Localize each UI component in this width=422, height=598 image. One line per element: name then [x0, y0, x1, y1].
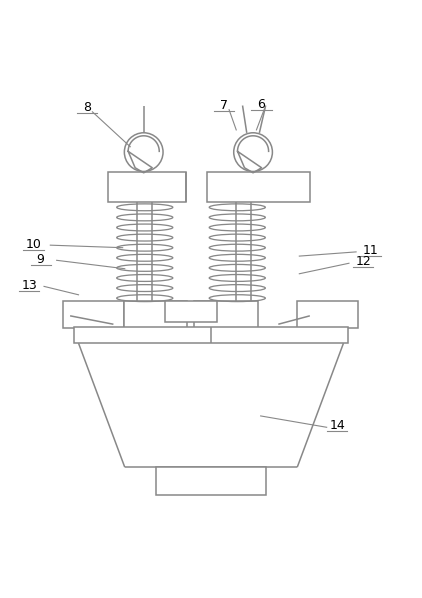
Bar	[108, 172, 186, 202]
Bar	[74, 327, 348, 343]
Text: 9: 9	[37, 252, 45, 266]
Bar	[165, 301, 217, 322]
Text: 13: 13	[22, 279, 37, 292]
Text: 10: 10	[26, 238, 41, 251]
Text: 14: 14	[329, 419, 345, 432]
Text: 6: 6	[257, 98, 265, 111]
Text: 7: 7	[219, 99, 227, 112]
Bar	[156, 467, 266, 495]
Text: 12: 12	[355, 255, 371, 268]
Text: 8: 8	[83, 101, 91, 114]
Bar	[124, 301, 187, 328]
Bar	[297, 301, 358, 328]
Bar	[194, 301, 258, 328]
Text: 11: 11	[363, 244, 379, 257]
Bar	[63, 301, 124, 328]
Bar	[207, 172, 310, 202]
